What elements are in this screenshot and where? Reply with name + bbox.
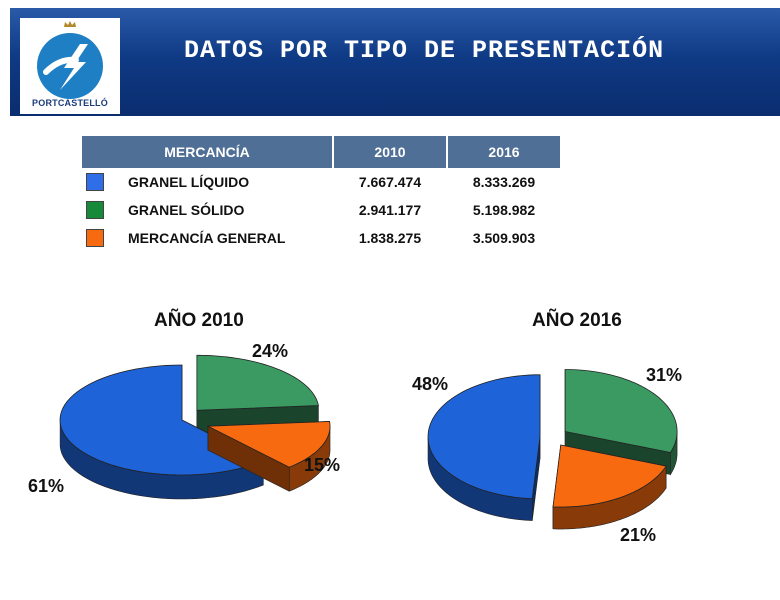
pie-2016-label-solido: 31%: [646, 365, 683, 385]
header-2016: 2016: [448, 136, 560, 168]
table-row: MERCANCÍA GENERAL 1.838.275 3.509.903: [82, 224, 560, 252]
lightning-circle-icon: [37, 33, 103, 99]
pie-2010-label-solido: 24%: [252, 341, 289, 361]
pie-0-slice-2: [206, 421, 331, 492]
chart-title-2016: AÑO 2016: [532, 310, 622, 331]
row-name: MERCANCÍA GENERAL: [128, 230, 286, 246]
pie-2016-label-liquido: 48%: [412, 374, 449, 394]
page-title: DATOS POR TIPO DE PRESENTACIÓN: [184, 36, 665, 65]
pie-1: [427, 369, 678, 530]
color-swatch: [86, 201, 104, 220]
pie-2016-label-general: 21%: [620, 525, 657, 545]
portcastello-logo: PORTCASTELLÓ: [20, 18, 120, 114]
row-value-2010: 2.941.177: [358, 202, 422, 218]
pie-2010-label-liquido: 61%: [28, 476, 65, 496]
chart-title-2010: AÑO 2010: [154, 310, 244, 331]
pie-1-slice-0: [427, 374, 541, 521]
data-table: MERCANCÍA 2010 2016 GRANEL LÍQUIDO 7.667…: [80, 136, 562, 252]
row-value-2016: 3.509.903: [472, 230, 536, 246]
logo-text: PORTCASTELLÓ: [32, 98, 108, 108]
crown-icon: [64, 21, 76, 27]
row-name: GRANEL SÓLIDO: [128, 202, 245, 218]
color-swatch: [86, 229, 104, 248]
color-swatch: [86, 173, 104, 192]
row-value-2010: 7.667.474: [358, 174, 422, 190]
pie-0: [59, 354, 331, 500]
header-banner: PORTCASTELLÓ DATOS POR TIPO DE PRESENTAC…: [10, 8, 780, 116]
pie-2010-label-general: 15%: [304, 455, 341, 475]
table-row: GRANEL LÍQUIDO 7.667.474 8.333.269: [82, 168, 560, 196]
row-value-2010: 1.838.275: [358, 230, 422, 246]
row-name: GRANEL LÍQUIDO: [128, 174, 250, 190]
header-mercancia: MERCANCÍA: [82, 136, 332, 168]
pie-1-slice-2: [552, 444, 667, 530]
table-header-row: MERCANCÍA 2010 2016: [82, 136, 560, 168]
header-2010: 2010: [334, 136, 446, 168]
row-value-2016: 8.333.269: [472, 174, 536, 190]
row-value-2016: 5.198.982: [472, 202, 536, 218]
table-row: GRANEL SÓLIDO 2.941.177 5.198.982: [82, 196, 560, 224]
